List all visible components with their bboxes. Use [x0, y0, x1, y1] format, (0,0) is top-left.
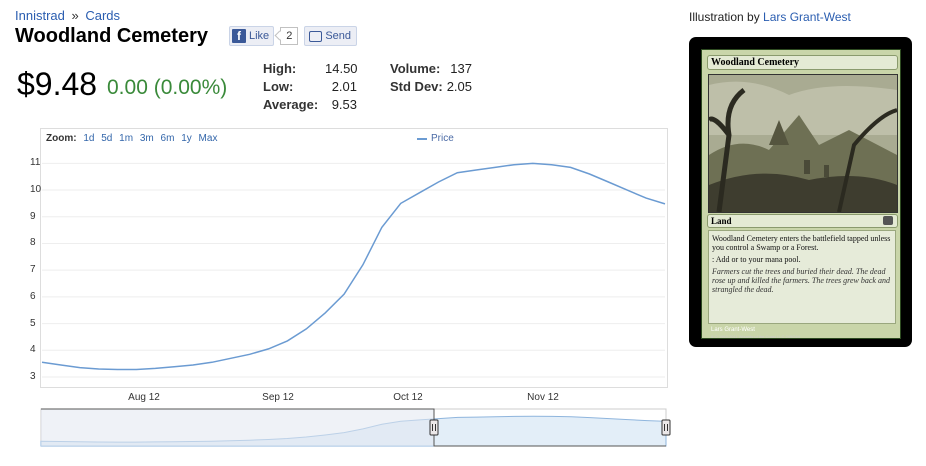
- average-value: 9.53: [331, 97, 357, 112]
- low-value: 2.01: [331, 79, 357, 94]
- illustration-credit: Illustration by Lars Grant-West: [689, 10, 851, 24]
- y-tick-label: 3: [30, 370, 36, 382]
- zoom-controls: Zoom: 1d 5d 1m 3m 6m 1y Max: [46, 133, 217, 144]
- social-buttons: f Like 2 Send: [229, 26, 358, 46]
- zoom-label: Zoom:: [46, 133, 77, 144]
- high-label: High:: [263, 61, 297, 76]
- card-mana-ability: : Add or to your mana pool.: [712, 255, 801, 264]
- y-tick-label: 10: [30, 184, 42, 196]
- y-tick-label: 7: [30, 264, 36, 276]
- y-tick-label: 11: [30, 157, 41, 169]
- zoom-max[interactable]: Max: [198, 133, 218, 144]
- card-type: Land: [711, 216, 732, 226]
- card-copyright: & © 1993-2011 Wizards of the Coast LLC 2…: [711, 334, 800, 339]
- zoom-1m[interactable]: 1m: [119, 133, 134, 144]
- legend-line-swatch: [417, 137, 427, 140]
- volume-label: Volume:: [390, 61, 441, 76]
- price-change: 0.00 (0.00%): [107, 76, 228, 99]
- price-chart[interactable]: [40, 128, 668, 388]
- facebook-icon: f: [232, 29, 246, 43]
- x-tick-label: Oct 12: [393, 392, 423, 403]
- y-tick-label: 6: [30, 290, 36, 302]
- artist-link[interactable]: Lars Grant-West: [763, 10, 851, 24]
- navigator-right-handle[interactable]: [661, 419, 671, 436]
- average-label: Average:: [263, 97, 319, 112]
- navigator-mask: [41, 409, 434, 446]
- x-tick-label: Sep 12: [262, 392, 294, 403]
- set-symbol-icon: [883, 216, 893, 225]
- high-value: 14.50: [325, 61, 358, 76]
- current-price: $9.48: [17, 66, 98, 102]
- breadcrumb-cards-link[interactable]: Cards: [85, 8, 121, 23]
- zoom-1y[interactable]: 1y: [181, 133, 192, 144]
- card-frame: Woodland Cemetery Land Woodland Cemetery…: [701, 49, 901, 339]
- card-name: Woodland Cemetery: [707, 55, 898, 70]
- y-tick-label: 8: [30, 237, 36, 249]
- send-button[interactable]: Send: [304, 26, 358, 46]
- x-tick-label: Nov 12: [527, 392, 559, 403]
- card-rules: Woodland Cemetery enters the battlefield…: [712, 234, 891, 252]
- stddev-value: 2.05: [446, 79, 472, 94]
- navigator-left-handle[interactable]: [429, 419, 439, 436]
- breadcrumb: Innistrad » Cards: [15, 8, 120, 23]
- volume-value: 137: [450, 61, 472, 76]
- x-tick-label: Aug 12: [128, 392, 160, 403]
- chart-legend: Price: [417, 133, 454, 144]
- speech-bubble-icon: [309, 30, 323, 42]
- zoom-5d[interactable]: 5d: [101, 133, 113, 144]
- stddev-label: Std Dev:: [390, 79, 443, 94]
- zoom-6m[interactable]: 6m: [160, 133, 175, 144]
- like-count: 2: [280, 27, 299, 45]
- like-label: Like: [249, 30, 270, 42]
- y-tick-label: 9: [30, 210, 36, 222]
- legend-series-name: Price: [431, 133, 454, 144]
- card-artist: Lars Grant-West: [711, 327, 755, 333]
- card-flavor: Farmers cut the trees and buried their d…: [712, 267, 890, 294]
- illustration-prefix: Illustration by: [689, 10, 760, 24]
- y-tick-label: 5: [30, 317, 36, 329]
- card-art: [708, 74, 898, 213]
- card-text-box: Woodland Cemetery enters the battlefield…: [708, 230, 896, 324]
- y-tick-label: 4: [30, 344, 36, 356]
- price-line: [41, 162, 666, 371]
- breadcrumb-separator: »: [71, 8, 79, 23]
- stats-right: Volume: 137 Std Dev: 2.05: [390, 60, 472, 96]
- facebook-like-button[interactable]: f Like: [229, 26, 275, 46]
- page-title: Woodland Cemetery: [15, 25, 208, 47]
- zoom-1d[interactable]: 1d: [83, 133, 95, 144]
- stats-left: High: 14.50 Low: 2.01 Average: 9.53: [263, 60, 358, 114]
- low-label: Low:: [263, 79, 294, 94]
- card-type-line: Land: [707, 214, 898, 228]
- zoom-3m[interactable]: 3m: [139, 133, 154, 144]
- breadcrumb-set-link[interactable]: Innistrad: [15, 8, 65, 23]
- send-label: Send: [325, 30, 352, 42]
- card-image: Woodland Cemetery Land Woodland Cemetery…: [689, 37, 912, 347]
